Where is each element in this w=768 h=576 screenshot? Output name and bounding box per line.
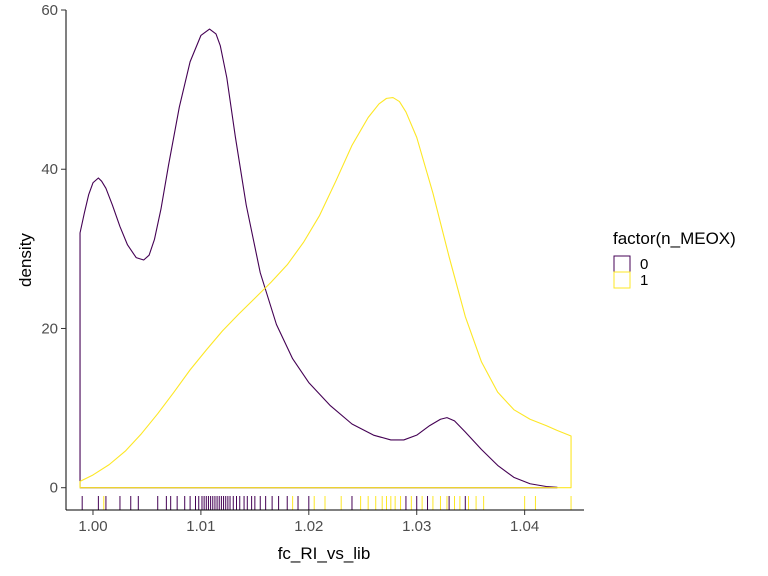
legend-key-0 [613, 255, 631, 273]
rug-layer [81, 496, 572, 510]
y-tick-label: 20 [41, 320, 58, 337]
axes [65, 10, 584, 511]
y-tick-label: 40 [41, 161, 58, 178]
legend-label-0: 0 [640, 256, 648, 273]
x-tick-label: 1.01 [186, 518, 215, 535]
legend-title: factor(n_MEOX) [613, 229, 736, 248]
legend-key-1 [613, 271, 631, 289]
x-ticks: 1.00 1.01 1.02 1.03 1.04 [78, 510, 539, 535]
x-tick-label: 1.02 [294, 518, 323, 535]
density-series-1 [79, 97, 572, 489]
density-series-0 [79, 28, 558, 489]
y-tick-label: 60 [41, 2, 58, 19]
x-tick-label: 1.03 [402, 518, 431, 535]
x-tick-label: 1.04 [510, 518, 539, 535]
y-axis-title: density [16, 233, 35, 287]
x-tick-label: 1.00 [78, 518, 107, 535]
x-axis-title: fc_RI_vs_lib [278, 544, 371, 563]
legend: factor(n_MEOX) 01 [613, 229, 736, 289]
y-ticks: 0 20 40 60 [41, 2, 66, 497]
plot-area [79, 28, 572, 489]
legend-label-1: 1 [640, 272, 648, 289]
y-tick-label: 0 [50, 480, 58, 497]
